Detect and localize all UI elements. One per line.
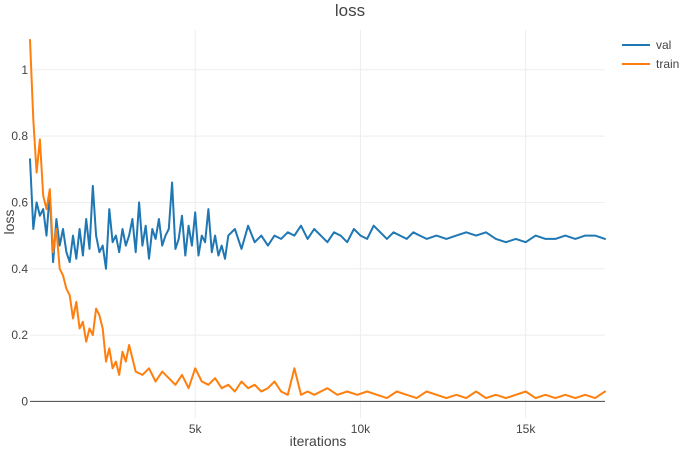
chart-title: loss [335, 1, 365, 20]
y-tick-label: 0.6 [11, 195, 28, 209]
y-tick-label: 0.8 [11, 129, 28, 143]
legend-label-train: train [656, 57, 679, 71]
x-axis-label: iterations [290, 433, 347, 449]
x-tick-label: 10k [351, 422, 371, 436]
x-tick-label: 5k [189, 422, 203, 436]
x-tick-label: 15k [516, 422, 536, 436]
series-line-train[interactable] [29, 38, 606, 400]
y-tick-label: 0 [21, 394, 28, 408]
y-tick-label: 0.4 [11, 262, 28, 276]
y-axis-label: loss [1, 210, 17, 235]
legend-label-val: val [656, 38, 671, 52]
legend[interactable]: val train [622, 38, 679, 71]
series-line-val[interactable] [29, 158, 606, 270]
legend-item-train[interactable]: train [622, 57, 679, 71]
y-tick-label: 1 [21, 63, 28, 77]
legend-item-val[interactable]: val [622, 38, 671, 52]
grid-layer [30, 30, 605, 418]
series-layer [29, 38, 606, 400]
y-tick-label: 0.2 [11, 328, 28, 342]
